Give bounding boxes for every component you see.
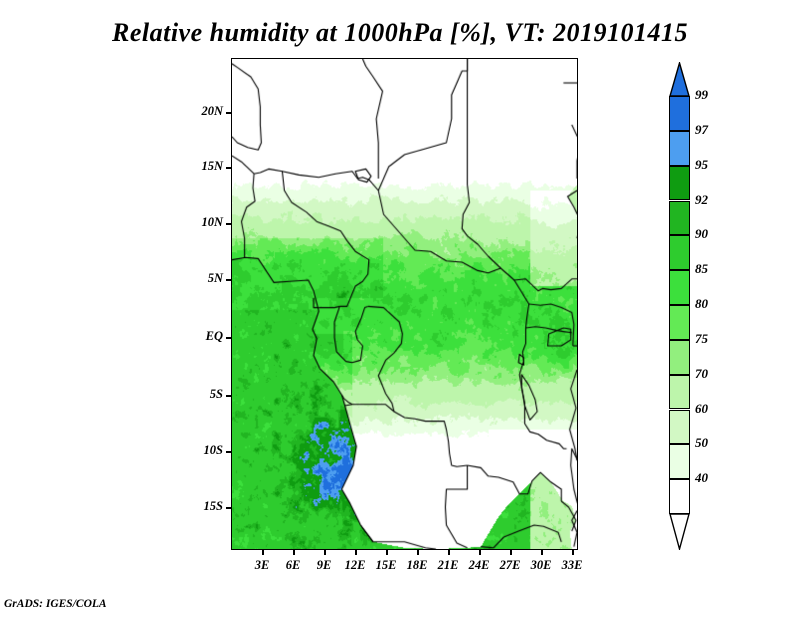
- lon-tick-mark: [324, 549, 326, 555]
- lon-tick-label-15e: 15E: [375, 558, 397, 572]
- colorbar-swatch-below-min[interactable]: [669, 479, 690, 514]
- colorbar-tick-label-92: 92: [695, 191, 708, 207]
- humidity-field-canvas: [232, 59, 577, 549]
- lon-tick-mark: [417, 549, 419, 555]
- colorbar-top-arrow: [669, 60, 690, 97]
- lon-tick-mark: [448, 549, 450, 555]
- lat-tick-label-10s: 10S: [203, 443, 223, 457]
- lat-tick-label-5s: 5S: [209, 387, 223, 401]
- colorbar-tick-label-80: 80: [695, 296, 708, 311]
- lon-tick-label-6e: 6E: [285, 558, 301, 572]
- colorbar-tick-label-75: 75: [695, 330, 708, 346]
- lat-tick-mark: [226, 395, 232, 397]
- lat-tick-label-eq: EQ: [205, 329, 223, 343]
- lon-tick-mark: [293, 549, 295, 555]
- lon-tick-label-12e: 12E: [344, 558, 366, 572]
- colorbar-swatch-40[interactable]: [669, 444, 690, 480]
- colorbar-tick-label-90: 90: [695, 226, 708, 242]
- lon-tick-label-27e: 27E: [499, 558, 521, 572]
- grads-credit: GrADS: IGES/COLA: [4, 598, 107, 610]
- lat-tick-mark: [226, 451, 232, 453]
- lon-tick-label-21e: 21E: [437, 558, 459, 572]
- colorbar-tick-label-50: 50: [695, 435, 708, 451]
- lon-tick-mark: [541, 549, 543, 555]
- colorbar-tick-label-99: 99: [695, 87, 708, 102]
- lon-tick-mark: [386, 549, 388, 555]
- lat-tick-label-20n: 20N: [201, 104, 223, 118]
- colorbar-bottom-arrow: [669, 513, 690, 552]
- colorbar-tick-label-60: 60: [695, 400, 708, 416]
- lon-tick-label-3e: 3E: [254, 558, 270, 572]
- lat-tick-label-5n: 5N: [207, 271, 223, 285]
- colorbar-swatch-95[interactable]: [669, 130, 690, 166]
- colorbar-tick-label-95: 95: [695, 156, 708, 172]
- lat-tick-mark: [226, 112, 232, 114]
- colorbar-swatch-60[interactable]: [669, 374, 690, 410]
- colorbar-swatch-50[interactable]: [669, 409, 690, 445]
- lon-tick-mark: [510, 549, 512, 555]
- lon-tick-label-30e: 30E: [530, 558, 552, 572]
- colorbar-swatch-80[interactable]: [669, 270, 690, 305]
- colorbar-swatch-85[interactable]: [669, 235, 690, 271]
- lat-tick-mark: [226, 167, 232, 169]
- lon-tick-mark: [262, 549, 264, 555]
- lon-tick-mark: [355, 549, 357, 555]
- lon-tick-label-9e: 9E: [316, 558, 332, 572]
- lat-tick-label-15s: 15S: [203, 499, 223, 513]
- lat-tick-mark: [226, 337, 232, 339]
- lon-tick-label-33e: 33E: [561, 558, 583, 572]
- lat-tick-label-10n: 10N: [201, 215, 223, 229]
- colorbar-swatch-92[interactable]: [669, 165, 690, 201]
- lon-tick-mark: [572, 549, 574, 555]
- lat-tick-label-15n: 15N: [201, 159, 223, 173]
- colorbar-swatch-97[interactable]: [669, 96, 690, 131]
- lon-tick-label-18e: 18E: [406, 558, 428, 572]
- lat-tick-mark: [226, 507, 232, 509]
- lat-tick-mark: [226, 223, 232, 225]
- colorbar-swatch-75[interactable]: [669, 305, 690, 340]
- lat-tick-mark: [226, 279, 232, 281]
- map-panel[interactable]: [231, 58, 578, 550]
- colorbar-swatch-90[interactable]: [669, 200, 690, 236]
- lon-tick-mark: [479, 549, 481, 555]
- page-title: Relative humidity at 1000hPa [%], VT: 20…: [112, 18, 688, 47]
- colorbar-tick-label-70: 70: [695, 365, 708, 381]
- colorbar-swatch-70[interactable]: [669, 339, 690, 375]
- colorbar[interactable]: [669, 96, 690, 514]
- lon-tick-label-24e: 24E: [468, 558, 490, 572]
- colorbar-tick-label-40: 40: [695, 470, 708, 486]
- colorbar-tick-label-97: 97: [695, 121, 708, 137]
- colorbar-tick-label-85: 85: [695, 261, 708, 277]
